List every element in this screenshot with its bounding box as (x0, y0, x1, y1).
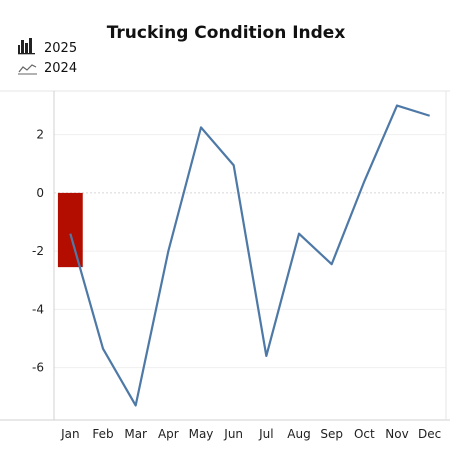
line-chart-icon (18, 64, 37, 75)
x-tick-label: Jul (258, 427, 273, 441)
legend-label-2024: 2024 (44, 61, 77, 76)
x-tick-label: Sep (320, 427, 343, 441)
legend-label-2025: 2025 (44, 41, 77, 56)
y-tick-label: -2 (32, 244, 44, 258)
bar-series-2025 (57, 192, 83, 268)
chart-title: Trucking Condition Index (107, 23, 346, 43)
line-2024[interactable] (69, 104, 430, 407)
x-tick-label: Jan (60, 427, 80, 441)
x-tick-label: Jun (223, 427, 243, 441)
x-tick-label: May (189, 427, 214, 441)
bar-chart-icon (18, 38, 35, 55)
y-tick-label: -4 (32, 302, 44, 316)
gridlines (54, 134, 446, 369)
x-tick-label: Oct (354, 427, 375, 441)
line-series-2024 (69, 104, 430, 407)
y-tick-label: 2 (36, 128, 44, 142)
x-tick-label: Aug (287, 427, 310, 441)
legend: 2025 2024 (18, 38, 77, 76)
y-axis-ticks: 2 0 -2 -4 -6 (32, 128, 44, 375)
x-tick-label: Nov (385, 427, 408, 441)
x-tick-label: Dec (418, 427, 441, 441)
x-axis-ticks: Jan Feb Mar Apr May Jun Jul Aug Sep Oct Nov Dec (60, 427, 441, 441)
axes (0, 90, 450, 421)
bar-2025[interactable] (57, 192, 83, 268)
x-tick-label: Feb (92, 427, 113, 441)
x-tick-label: Mar (124, 427, 147, 441)
legend-item-2024[interactable]: 2024 (18, 61, 77, 76)
x-tick-label: Apr (158, 427, 179, 441)
y-tick-label: 0 (36, 186, 44, 200)
y-tick-label: -6 (32, 361, 44, 375)
legend-item-2025[interactable]: 2025 (18, 38, 77, 56)
